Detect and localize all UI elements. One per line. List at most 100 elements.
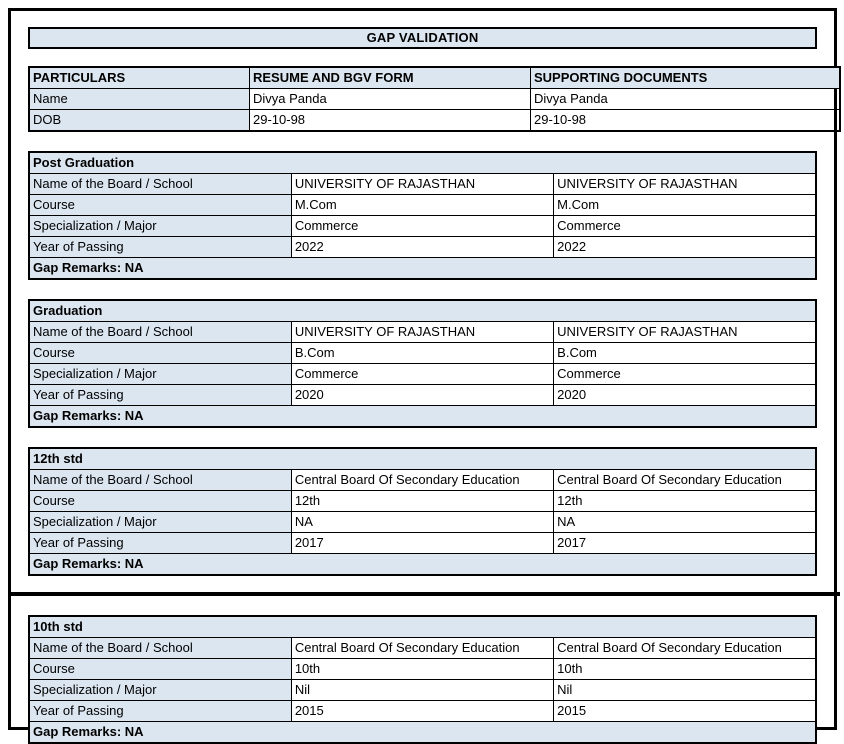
page-break-divider	[11, 592, 840, 596]
section-header-row: Graduation	[28, 299, 817, 322]
row-label-board: Name of the Board / School	[28, 321, 292, 343]
section-title: 12th std	[28, 447, 817, 470]
table-row: Year of Passing 2020 2020	[28, 384, 817, 406]
year-resume-value: 2015	[290, 700, 555, 722]
row-label-course: Course	[28, 194, 292, 216]
sheet-content: GAP VALIDATION PARTICULARS RESUME AND BG…	[11, 11, 841, 744]
col-header-particulars: PARTICULARS	[28, 66, 250, 89]
table-row: Specialization / Major Commerce Commerce	[28, 215, 817, 237]
year-resume-value: 2017	[290, 532, 555, 554]
row-label-course: Course	[28, 490, 292, 512]
table-row: Year of Passing 2017 2017	[28, 532, 817, 554]
page-title: GAP VALIDATION	[366, 30, 479, 45]
specialization-supporting-value: Commerce	[553, 215, 817, 237]
gap-remarks: Gap Remarks: NA	[28, 257, 817, 280]
course-resume-value: B.Com	[290, 342, 555, 364]
row-label-year: Year of Passing	[28, 532, 292, 554]
row-label-year: Year of Passing	[28, 384, 292, 406]
section-title: 10th std	[28, 615, 817, 638]
col-header-resume-bgv: RESUME AND BGV FORM	[249, 66, 531, 89]
name-resume-value: Divya Panda	[249, 88, 531, 110]
row-label-name: Name	[28, 88, 250, 110]
document-frame: GAP VALIDATION PARTICULARS RESUME AND BG…	[8, 8, 841, 744]
course-supporting-value: M.Com	[553, 194, 817, 216]
specialization-supporting-value: Nil	[553, 679, 817, 701]
gap-remarks: Gap Remarks: NA	[28, 553, 817, 576]
table-row: Course 12th 12th	[28, 490, 817, 512]
row-label-board: Name of the Board / School	[28, 637, 292, 659]
course-resume-value: 12th	[290, 490, 555, 512]
board-supporting-value: UNIVERSITY OF RAJASTHAN	[553, 321, 817, 343]
gap-remarks: Gap Remarks: NA	[28, 405, 817, 428]
year-resume-value: 2022	[290, 236, 555, 258]
row-label-specialization: Specialization / Major	[28, 215, 292, 237]
dob-resume-value: 29-10-98	[249, 109, 531, 132]
row-label-specialization: Specialization / Major	[28, 679, 292, 701]
section-header-row: 10th std	[28, 615, 817, 638]
gap-remarks-row: Gap Remarks: NA	[28, 257, 817, 280]
table-row: Course B.Com B.Com	[28, 342, 817, 364]
name-supporting-value: Divya Panda	[530, 88, 841, 110]
row-label-course: Course	[28, 658, 292, 680]
board-supporting-value: Central Board Of Secondary Education	[553, 469, 817, 491]
table-row: Specialization / Major Nil Nil	[28, 679, 817, 701]
board-resume-value: UNIVERSITY OF RAJASTHAN	[290, 173, 555, 195]
specialization-supporting-value: Commerce	[553, 363, 817, 385]
section-table-10th-std: 10th std Name of the Board / School Cent…	[28, 615, 817, 744]
board-resume-value: UNIVERSITY OF RAJASTHAN	[290, 321, 555, 343]
specialization-resume-value: NA	[290, 511, 555, 533]
table-row: Year of Passing 2022 2022	[28, 236, 817, 258]
course-supporting-value: 10th	[553, 658, 817, 680]
row-label-course: Course	[28, 342, 292, 364]
course-supporting-value: 12th	[553, 490, 817, 512]
section-table-post-graduation: Post Graduation Name of the Board / Scho…	[28, 151, 817, 280]
title-bar: GAP VALIDATION	[28, 27, 817, 49]
section-title: Post Graduation	[28, 151, 817, 174]
course-resume-value: M.Com	[290, 194, 555, 216]
particulars-table: PARTICULARS RESUME AND BGV FORM SUPPORTI…	[28, 66, 841, 132]
dob-supporting-value: 29-10-98	[530, 109, 841, 132]
table-row-dob: DOB 29-10-98 29-10-98	[28, 109, 841, 132]
table-row: Name of the Board / School Central Board…	[28, 637, 817, 659]
row-label-specialization: Specialization / Major	[28, 511, 292, 533]
specialization-supporting-value: NA	[553, 511, 817, 533]
gap-remarks: Gap Remarks: NA	[28, 721, 817, 744]
section-table-graduation: Graduation Name of the Board / School UN…	[28, 299, 817, 428]
table-header-row: PARTICULARS RESUME AND BGV FORM SUPPORTI…	[28, 66, 841, 89]
row-label-board: Name of the Board / School	[28, 173, 292, 195]
col-header-supporting-docs: SUPPORTING DOCUMENTS	[530, 66, 841, 89]
table-row-name: Name Divya Panda Divya Panda	[28, 88, 841, 110]
table-row: Specialization / Major Commerce Commerce	[28, 363, 817, 385]
gap-remarks-row: Gap Remarks: NA	[28, 553, 817, 576]
section-table-12th-std: 12th std Name of the Board / School Cent…	[28, 447, 817, 576]
row-label-year: Year of Passing	[28, 236, 292, 258]
gap-remarks-row: Gap Remarks: NA	[28, 721, 817, 744]
section-title: Graduation	[28, 299, 817, 322]
year-resume-value: 2020	[290, 384, 555, 406]
course-supporting-value: B.Com	[553, 342, 817, 364]
row-label-board: Name of the Board / School	[28, 469, 292, 491]
year-supporting-value: 2022	[553, 236, 817, 258]
table-row: Name of the Board / School UNIVERSITY OF…	[28, 321, 817, 343]
board-supporting-value: UNIVERSITY OF RAJASTHAN	[553, 173, 817, 195]
year-supporting-value: 2017	[553, 532, 817, 554]
specialization-resume-value: Commerce	[290, 215, 555, 237]
year-supporting-value: 2015	[553, 700, 817, 722]
gap-remarks-row: Gap Remarks: NA	[28, 405, 817, 428]
section-header-row: Post Graduation	[28, 151, 817, 174]
specialization-resume-value: Commerce	[290, 363, 555, 385]
specialization-resume-value: Nil	[290, 679, 555, 701]
row-label-dob: DOB	[28, 109, 250, 132]
table-row: Name of the Board / School Central Board…	[28, 469, 817, 491]
course-resume-value: 10th	[290, 658, 555, 680]
row-label-year: Year of Passing	[28, 700, 292, 722]
table-row: Name of the Board / School UNIVERSITY OF…	[28, 173, 817, 195]
table-row: Year of Passing 2015 2015	[28, 700, 817, 722]
year-supporting-value: 2020	[553, 384, 817, 406]
section-header-row: 12th std	[28, 447, 817, 470]
board-resume-value: Central Board Of Secondary Education	[290, 469, 555, 491]
board-resume-value: Central Board Of Secondary Education	[290, 637, 555, 659]
table-row: Course M.Com M.Com	[28, 194, 817, 216]
row-label-specialization: Specialization / Major	[28, 363, 292, 385]
board-supporting-value: Central Board Of Secondary Education	[553, 637, 817, 659]
